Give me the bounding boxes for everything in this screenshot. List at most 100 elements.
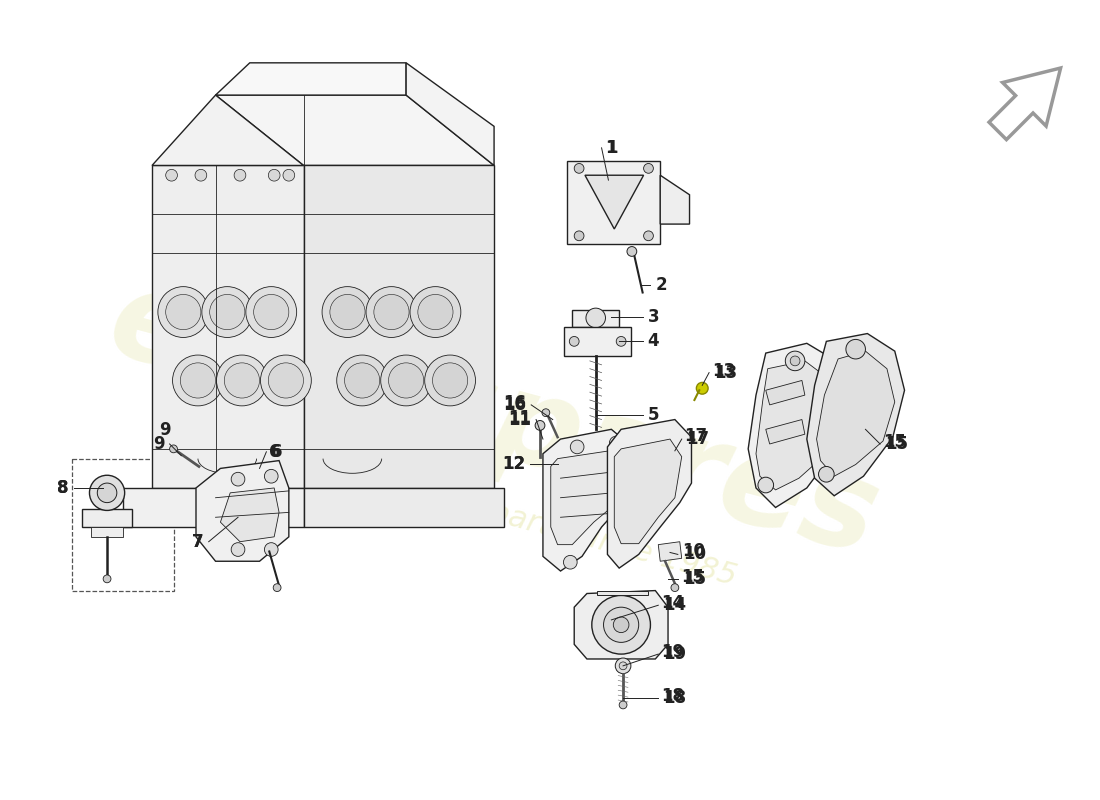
Polygon shape bbox=[152, 95, 304, 166]
Text: 4: 4 bbox=[648, 332, 659, 350]
Text: 14: 14 bbox=[661, 594, 684, 612]
Polygon shape bbox=[543, 430, 629, 571]
Circle shape bbox=[283, 170, 295, 181]
Circle shape bbox=[169, 445, 177, 453]
Circle shape bbox=[381, 355, 431, 406]
Polygon shape bbox=[660, 175, 690, 224]
Circle shape bbox=[210, 294, 245, 330]
Text: 18: 18 bbox=[661, 687, 684, 705]
Circle shape bbox=[268, 170, 280, 181]
Circle shape bbox=[627, 246, 637, 256]
Text: 9: 9 bbox=[153, 435, 165, 453]
Text: 19: 19 bbox=[663, 645, 686, 663]
Circle shape bbox=[570, 337, 579, 346]
Text: 15: 15 bbox=[886, 435, 907, 453]
Circle shape bbox=[195, 170, 207, 181]
Circle shape bbox=[388, 363, 424, 398]
Circle shape bbox=[604, 607, 639, 642]
Text: 1: 1 bbox=[606, 139, 618, 157]
Circle shape bbox=[264, 470, 278, 483]
Text: eurospares: eurospares bbox=[97, 259, 891, 580]
Circle shape bbox=[616, 337, 626, 346]
Text: 5: 5 bbox=[648, 406, 659, 424]
Circle shape bbox=[224, 363, 260, 398]
Circle shape bbox=[542, 409, 550, 417]
Polygon shape bbox=[196, 461, 289, 562]
Circle shape bbox=[268, 363, 304, 398]
Polygon shape bbox=[658, 542, 682, 562]
Text: 11: 11 bbox=[508, 410, 531, 429]
Polygon shape bbox=[572, 310, 619, 326]
Polygon shape bbox=[81, 510, 132, 527]
Circle shape bbox=[570, 440, 584, 454]
Circle shape bbox=[818, 466, 834, 482]
Circle shape bbox=[217, 355, 267, 406]
Circle shape bbox=[166, 170, 177, 181]
Polygon shape bbox=[766, 419, 805, 444]
Polygon shape bbox=[216, 63, 406, 95]
Text: 6: 6 bbox=[270, 442, 280, 461]
Text: 19: 19 bbox=[661, 643, 684, 661]
Polygon shape bbox=[304, 166, 494, 488]
Circle shape bbox=[366, 286, 417, 338]
Text: 16: 16 bbox=[504, 396, 526, 414]
Circle shape bbox=[614, 617, 629, 633]
Text: 14: 14 bbox=[663, 596, 686, 614]
Text: 13: 13 bbox=[714, 364, 737, 382]
Polygon shape bbox=[574, 590, 668, 659]
Polygon shape bbox=[585, 175, 644, 229]
Circle shape bbox=[790, 356, 800, 366]
Polygon shape bbox=[766, 381, 805, 405]
Text: 8: 8 bbox=[57, 479, 69, 497]
Text: 10: 10 bbox=[682, 542, 705, 561]
Bar bbox=[72, 458, 175, 590]
Text: 18: 18 bbox=[663, 689, 686, 707]
Circle shape bbox=[173, 355, 223, 406]
Text: 12: 12 bbox=[503, 454, 526, 473]
Polygon shape bbox=[748, 343, 848, 507]
Circle shape bbox=[644, 231, 653, 241]
Circle shape bbox=[344, 363, 380, 398]
Polygon shape bbox=[91, 527, 123, 537]
Text: 1: 1 bbox=[605, 139, 617, 157]
Polygon shape bbox=[564, 326, 631, 356]
Circle shape bbox=[758, 478, 773, 493]
Circle shape bbox=[574, 231, 584, 241]
Polygon shape bbox=[806, 334, 904, 496]
Text: 11: 11 bbox=[508, 409, 531, 426]
Circle shape bbox=[103, 575, 111, 582]
Circle shape bbox=[337, 355, 387, 406]
Circle shape bbox=[410, 286, 461, 338]
Polygon shape bbox=[220, 488, 279, 542]
Polygon shape bbox=[568, 161, 660, 244]
Polygon shape bbox=[123, 488, 304, 527]
Text: 3: 3 bbox=[648, 308, 659, 326]
Circle shape bbox=[330, 294, 365, 330]
Text: 9: 9 bbox=[158, 421, 170, 439]
Text: 15: 15 bbox=[883, 433, 906, 451]
Circle shape bbox=[322, 286, 373, 338]
Circle shape bbox=[609, 436, 623, 450]
Text: 15: 15 bbox=[683, 570, 706, 588]
Circle shape bbox=[158, 286, 209, 338]
Text: 13: 13 bbox=[712, 362, 735, 380]
Polygon shape bbox=[551, 451, 619, 545]
Text: a passion for parts since 1985: a passion for parts since 1985 bbox=[287, 444, 740, 591]
Text: 2: 2 bbox=[656, 276, 667, 294]
Circle shape bbox=[166, 294, 201, 330]
Circle shape bbox=[432, 363, 468, 398]
Circle shape bbox=[644, 163, 653, 174]
Polygon shape bbox=[816, 351, 894, 476]
Circle shape bbox=[234, 170, 245, 181]
Polygon shape bbox=[607, 419, 692, 568]
Text: 7: 7 bbox=[192, 533, 204, 550]
Polygon shape bbox=[596, 590, 649, 595]
Polygon shape bbox=[756, 361, 838, 490]
Circle shape bbox=[202, 286, 253, 338]
Text: 7: 7 bbox=[192, 533, 204, 550]
Text: 8: 8 bbox=[57, 479, 69, 497]
Polygon shape bbox=[614, 439, 682, 544]
Circle shape bbox=[97, 483, 117, 502]
Circle shape bbox=[535, 421, 544, 430]
Polygon shape bbox=[216, 95, 494, 166]
